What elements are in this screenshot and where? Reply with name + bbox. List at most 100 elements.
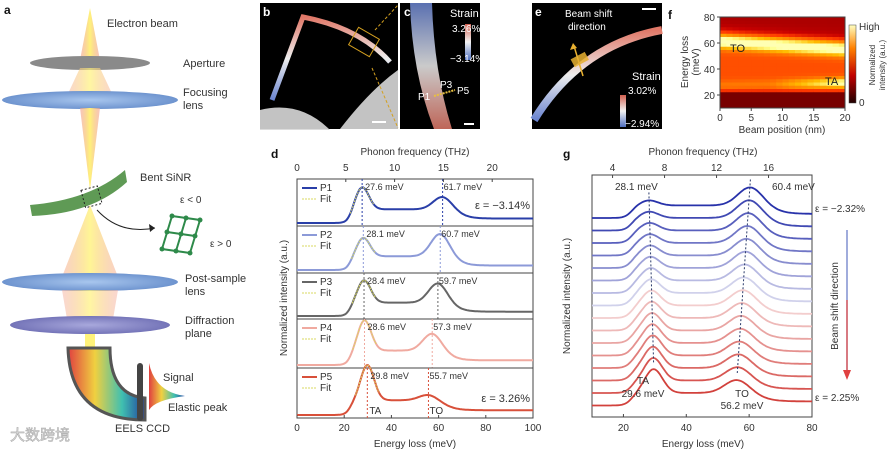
top-x-tick-label: 5 (343, 163, 349, 174)
x-tick-label: 60 (744, 423, 756, 434)
heatmap-cell (757, 39, 765, 44)
zoom-arrow (96, 209, 156, 231)
heatmap-cell (801, 26, 808, 31)
heatmap-cell (757, 17, 765, 21)
heatmap-cell (770, 56, 777, 60)
heatmap-cell (813, 75, 821, 80)
spectrometer-prism (66, 346, 147, 422)
heatmap-cell (820, 85, 827, 89)
heatmap-cell (782, 56, 790, 60)
heatmap-cell (726, 75, 733, 80)
heatmap-cell (795, 91, 802, 96)
spectrum-curve (592, 368, 812, 407)
strain-title: Strain (632, 71, 661, 83)
heatmap-cell (813, 91, 821, 96)
to-end-label: 56.2 meV (721, 401, 764, 412)
heatmap-cell (801, 78, 808, 83)
spectrum-curve (592, 250, 812, 282)
heatmap-cell (776, 75, 783, 80)
heatmap-cell (757, 98, 765, 102)
heatmap-cell (813, 59, 821, 63)
heatmap-cell (745, 85, 752, 89)
heatmap-cell (770, 101, 777, 106)
spectrum-curve-P2 (297, 232, 533, 271)
heatmap-cell (838, 17, 846, 21)
heatmap-cell (732, 39, 740, 44)
x-tick-label: 0 (717, 113, 723, 124)
heatmap-cell (795, 43, 802, 47)
heatmap-cell (751, 85, 758, 89)
x-tick-label: 80 (480, 423, 492, 434)
heatmap-cell (788, 78, 796, 83)
heatmap-cell (720, 49, 727, 54)
heatmap-cell (782, 52, 790, 57)
post-sample-lens-disk (2, 273, 178, 291)
label-post-sample-lens: Post-sample (185, 273, 246, 285)
heatmap-cell (751, 69, 758, 73)
heatmap-cell (807, 88, 815, 93)
spectrum-curve (592, 186, 812, 219)
heatmap-cell (820, 62, 827, 67)
heatmap-cell (807, 49, 815, 54)
heatmap-cell (832, 69, 840, 73)
panel-label-e: e (535, 5, 542, 19)
strain-max: 3.26% (452, 24, 480, 35)
heatmap-cell (820, 39, 827, 44)
spectrum-curve (592, 212, 812, 244)
heatmap-cell (795, 46, 802, 50)
heatmap-cell (826, 75, 833, 80)
heatmap-cell (813, 78, 821, 83)
y-tick-label: 80 (704, 13, 716, 24)
heatmap-cell (820, 98, 827, 102)
spectrum-curve (592, 300, 812, 332)
heatmap-cell (770, 69, 777, 73)
heatmap-cell (795, 17, 802, 21)
heatmap-cell (726, 52, 733, 57)
heatmap-cell (788, 85, 796, 89)
eels-spectrum-icon (149, 363, 185, 410)
heatmap-cell (720, 78, 727, 83)
heatmap-cell (726, 36, 733, 41)
heatmap-cell (838, 75, 846, 80)
legend-fit-label: Fit (320, 288, 331, 299)
top-x-axis-label: Phonon frequency (THz) (649, 147, 758, 158)
strain-label: ε = −3.14% (475, 200, 530, 212)
heatmap-cell (738, 85, 746, 89)
scale-bar (642, 8, 656, 10)
fit-curve (351, 237, 376, 260)
heatmap-cell (813, 33, 821, 37)
heatmap-cell (726, 26, 733, 31)
spectrum-curve (592, 225, 812, 257)
label-diffraction-plane-2: plane (185, 328, 212, 340)
fit-curve (352, 319, 377, 350)
heatmap-cell (751, 62, 758, 67)
heatmap-cell (826, 36, 833, 41)
heatmap-cell (770, 85, 777, 89)
heatmap-cell (820, 72, 827, 76)
top-x-tick-label: 10 (389, 163, 401, 174)
heatmap-cell (838, 65, 846, 70)
heatmap-cell (838, 62, 846, 67)
strain-colorbar (620, 95, 626, 127)
heatmap-cell (763, 85, 771, 89)
heatmap-cell (782, 33, 790, 37)
scale-bar (464, 123, 474, 125)
heatmap-cell (770, 104, 777, 109)
heatmap-cell (726, 20, 733, 24)
heatmap-cell (807, 52, 815, 57)
scale-bar (372, 121, 386, 123)
heatmap-cell (763, 104, 771, 109)
x-tick-label: 20 (618, 423, 630, 434)
heatmap-cell (732, 98, 740, 102)
heatmap-cell (776, 101, 783, 106)
heatmap-cell (770, 82, 777, 86)
heatmap-cell (807, 23, 815, 28)
to-start-label: 60.4 meV (772, 182, 815, 193)
panel-d-spectra: d Phonon frequency (THz) Energy loss (me… (271, 147, 542, 450)
heatmap-cell (820, 56, 827, 60)
heatmap-cell (720, 82, 727, 86)
heatmap-cell (832, 56, 840, 60)
heatmap-cell (838, 49, 846, 54)
heatmap-cell (826, 62, 833, 67)
